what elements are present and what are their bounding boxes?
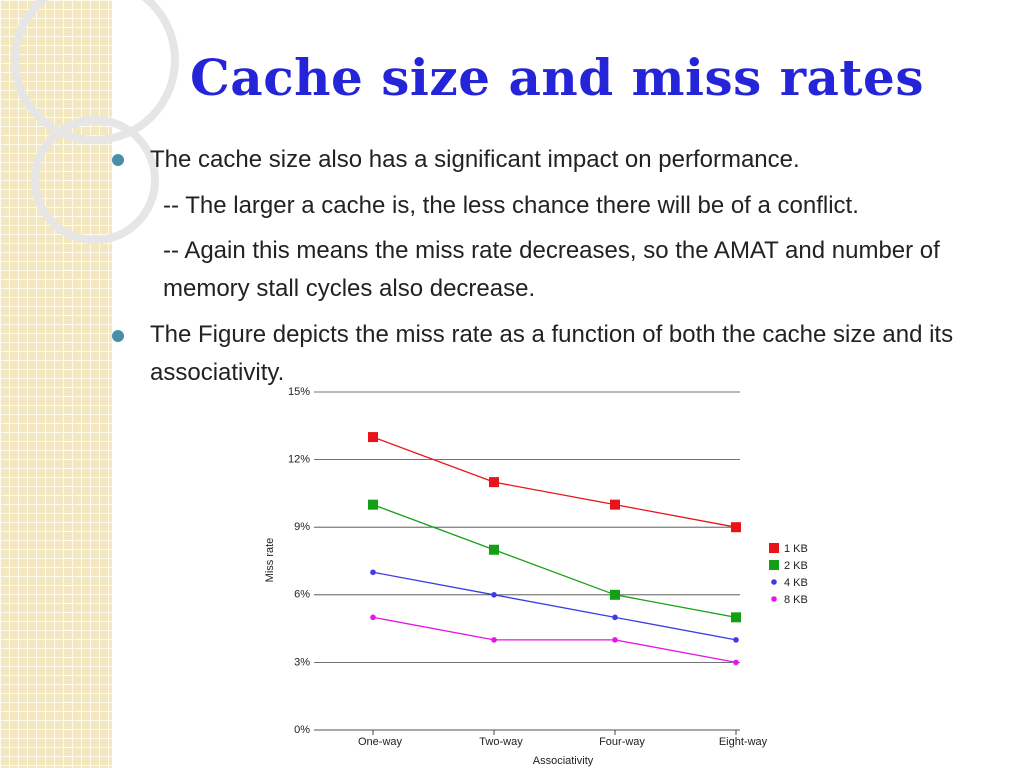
data-point <box>731 612 741 623</box>
legend-marker <box>771 596 777 602</box>
y-axis-label: Miss rate <box>264 538 276 583</box>
data-point <box>610 589 620 600</box>
data-point <box>491 592 497 598</box>
data-point <box>489 544 499 555</box>
x-tick-label: Two-way <box>479 736 523 748</box>
data-point <box>612 614 618 621</box>
series-line <box>372 616 737 664</box>
y-tick-label: 3% <box>294 656 310 668</box>
bullet-dot <box>112 330 124 342</box>
series-line <box>372 436 737 528</box>
legend-label: 1 KB <box>784 543 808 555</box>
x-tick-label: One-way <box>358 736 403 748</box>
x-tick-label: Four-way <box>599 736 645 748</box>
y-tick-label: 9% <box>294 521 310 533</box>
legend-label: 2 KB <box>784 560 808 572</box>
sub-bullet-text: -- The larger a cache is, the less chanc… <box>163 192 859 219</box>
bullet-text: The cache size also has a significant im… <box>150 146 800 173</box>
data-point <box>733 659 739 666</box>
data-point <box>370 569 376 576</box>
x-tick-label: Eight-way <box>719 736 768 748</box>
legend-marker <box>769 543 779 553</box>
data-point <box>610 499 620 510</box>
x-axis-label: Associativity <box>533 755 594 767</box>
data-point <box>612 637 618 643</box>
sub-bullet-text: -- Again this means the miss rate decrea… <box>163 237 940 302</box>
slide-title: Cache size and miss rates <box>190 48 924 107</box>
bullet-dot <box>112 154 124 166</box>
bullet-text: The Figure depicts the miss rate as a fu… <box>150 321 954 386</box>
data-point <box>489 477 499 488</box>
series-line <box>372 504 737 618</box>
legend-marker <box>771 579 777 585</box>
data-point <box>368 432 378 443</box>
y-tick-label: 12% <box>288 454 310 466</box>
legend-label: 8 KB <box>784 594 808 606</box>
data-point <box>368 499 378 510</box>
y-tick-label: 0% <box>294 724 310 736</box>
series-line <box>372 571 737 641</box>
y-tick-label: 6% <box>294 589 310 601</box>
decor-rings <box>11 0 179 244</box>
data-point <box>731 522 741 533</box>
legend-marker <box>769 560 779 570</box>
y-tick-label: 15% <box>288 386 310 398</box>
data-point <box>491 637 497 643</box>
legend-label: 4 KB <box>784 577 808 589</box>
data-point <box>733 637 739 643</box>
data-point <box>370 614 376 621</box>
